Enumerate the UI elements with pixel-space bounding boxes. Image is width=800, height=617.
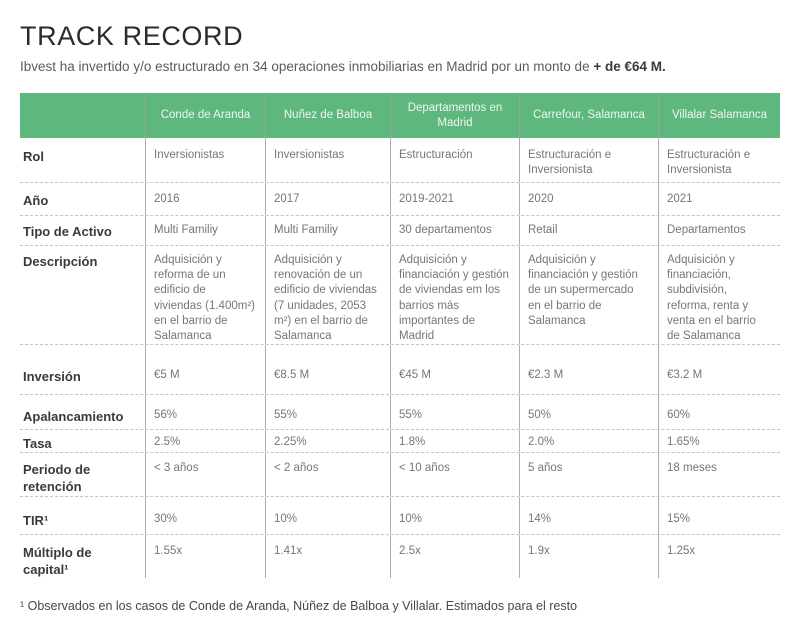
table-cell: Departamentos xyxy=(658,216,780,245)
column-header: Departamentos en Madrid xyxy=(390,93,519,138)
table-cell: 1.41x xyxy=(265,534,390,578)
table-cell: Estructuración e Inversionista xyxy=(658,138,780,182)
table-cell: Adquisición y financiación, subdivisión,… xyxy=(658,246,780,345)
table-cell: 2016 xyxy=(145,183,265,215)
table-cell: 18 meses xyxy=(658,453,780,496)
table-cell: Inversionistas xyxy=(265,138,390,182)
table-cell: 30% xyxy=(145,496,265,534)
table-cell: 2.0% xyxy=(519,430,658,453)
table-cell: 30 departamentos xyxy=(390,216,519,245)
table-cell: Estructuración e Inversionista xyxy=(519,138,658,182)
table-cell: 2.5% xyxy=(145,430,265,453)
table-row: Rol Inversionistas Inversionistas Estructur… xyxy=(20,138,780,183)
table-cell: 60% xyxy=(658,395,780,430)
column-header: Nuñez de Balboa xyxy=(265,93,390,138)
table-cell: 2019-2021 xyxy=(390,183,519,215)
table-cell: €2.3 M xyxy=(519,345,658,395)
table-cell: €8.5 M xyxy=(265,345,390,395)
table-cell: 15% xyxy=(658,496,780,534)
table-cell: 2020 xyxy=(519,183,658,215)
table-cell: 5 años xyxy=(519,453,658,496)
table-cell: 1.55x xyxy=(145,534,265,578)
table-cell: Adquisición y financiación y gestión de … xyxy=(390,246,519,345)
table-row: Inversión €5 M €8.5 M €45 M €2.3 M €3.2 M xyxy=(20,345,780,396)
table-row: Periodo de retención < 3 años < 2 años < 10… xyxy=(20,453,780,497)
subtitle-text: Ibvest ha invertido y/o estructurado en … xyxy=(20,59,590,74)
table-cell: 1.65% xyxy=(658,430,780,453)
table-cell: Adquisición y renovación de un edificio … xyxy=(265,246,390,345)
table-cell: 55% xyxy=(390,395,519,430)
table-cell: Adquisición y financiación y gestión de … xyxy=(519,246,658,345)
table-cell: Inversionistas xyxy=(145,138,265,182)
table-cell: 55% xyxy=(265,395,390,430)
row-label: Periodo de retención xyxy=(23,462,91,495)
table-cell: 10% xyxy=(390,496,519,534)
table-cell: 14% xyxy=(519,496,658,534)
table-row: Tipo de Activo Multi Familiy Multi Familiy… xyxy=(20,216,780,246)
subtitle-highlight: + de €64 M. xyxy=(593,59,666,74)
table-cell: 2021 xyxy=(658,183,780,215)
table-cell: 10% xyxy=(265,496,390,534)
row-label: Año xyxy=(23,193,49,208)
table-cell: 50% xyxy=(519,395,658,430)
table-row: Año 2016 2017 2019-2021 2020 2021 xyxy=(20,183,780,216)
page-title: TRACK RECORD xyxy=(20,21,244,51)
header-corner-cell xyxy=(20,93,145,138)
table-row: Múltiplo de capital¹ 1.55x 1.41x 2.5x 1.9x 1.… xyxy=(20,534,780,578)
table-cell: Adquisición y reforma de un edificio de … xyxy=(145,246,265,345)
table-cell: 56% xyxy=(145,395,265,430)
row-label: Descripción xyxy=(23,254,98,269)
row-label: Tasa xyxy=(23,436,52,452)
table-row: TIR¹ 30% 10% 10% 14% 15% xyxy=(20,496,780,535)
table-body: Rol Inversionistas Inversionistas Estructur… xyxy=(20,138,780,578)
column-header: Conde de Aranda xyxy=(145,93,265,138)
table-row: Tasa 2.5% 2.25% 1.8% 2.0% 1.65% xyxy=(20,430,780,454)
row-label: TIR¹ xyxy=(23,512,49,528)
page-subtitle: Ibvest ha invertido y/o estructurado en … xyxy=(20,59,780,74)
row-label: Rol xyxy=(23,149,44,164)
table-cell: Multi Familiy xyxy=(145,216,265,245)
row-label: Apalancamiento xyxy=(23,409,124,425)
table-cell: Retail xyxy=(519,216,658,245)
table-cell: €5 M xyxy=(145,345,265,395)
row-label: Inversión xyxy=(23,369,81,385)
column-header: Villalar Salamanca xyxy=(658,93,780,138)
table-cell: 2.5x xyxy=(390,534,519,578)
table-header-row: Conde de Aranda Nuñez de Balboa Departamen… xyxy=(20,93,780,138)
track-record-table: Conde de Aranda Nuñez de Balboa Departamen… xyxy=(20,93,780,578)
table-cell: 2017 xyxy=(265,183,390,215)
table-cell: €45 M xyxy=(390,345,519,395)
table-row: Descripción Adquisición y reforma de un e… xyxy=(20,246,780,346)
table-cell: 1.9x xyxy=(519,534,658,578)
table-cell: 1.25x xyxy=(658,534,780,578)
table-cell: < 3 años xyxy=(145,453,265,496)
table-cell: €3.2 M xyxy=(658,345,780,395)
table-cell: < 2 años xyxy=(265,453,390,496)
column-header: Carrefour, Salamanca xyxy=(519,93,658,138)
table-cell: < 10 años xyxy=(390,453,519,496)
table-cell: Estructuración xyxy=(390,138,519,182)
footnote: ¹ Observados en los casos de Conde de Ar… xyxy=(20,598,578,613)
row-label: Tipo de Activo xyxy=(23,224,112,239)
row-label: Múltiplo de capital¹ xyxy=(23,544,92,577)
table-row: Apalancamiento 56% 55% 55% 50% 60% xyxy=(20,395,780,431)
table-cell: Multi Familiy xyxy=(265,216,390,245)
table-cell: 1.8% xyxy=(390,430,519,453)
table-cell: 2.25% xyxy=(265,430,390,453)
